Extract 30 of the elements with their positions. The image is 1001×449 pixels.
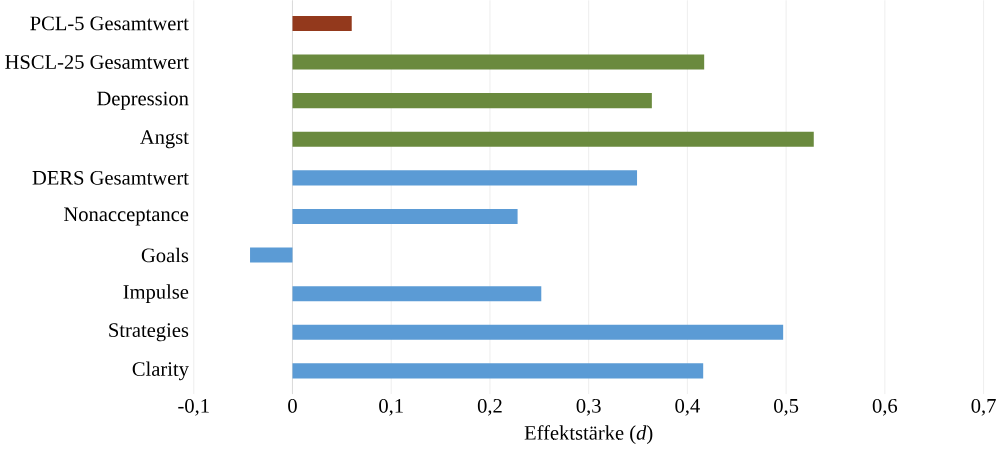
x-tick-label: -0,1: [178, 399, 209, 416]
y-tick-label: Angst: [140, 130, 189, 149]
y-tick-label: PCL-5 Gesamtwert: [30, 16, 189, 31]
x-tick-label: 0,5: [774, 399, 799, 416]
x-tick-label: 0,1: [379, 399, 403, 416]
y-tick-label: Clarity: [132, 361, 189, 381]
y-tick-label: HSCL-25 Gesamtwert: [5, 55, 189, 70]
y-tick-label: Nonacceptance: [64, 207, 189, 226]
bar: [292, 16, 352, 32]
x-tick-label: 0: [288, 399, 297, 413]
y-tick-label: Strategies: [109, 323, 189, 342]
bar: [292, 324, 784, 341]
x-tick-label: 0,6: [872, 399, 898, 416]
bar: [292, 170, 638, 186]
bar: [292, 209, 518, 225]
x-tick-label: 0,3: [576, 399, 601, 416]
y-tick-label: Depression: [97, 91, 189, 110]
bar: [292, 93, 652, 109]
x-tick-label: 0,7: [971, 399, 996, 416]
bar: [292, 286, 542, 302]
y-tick-label: Impulse: [123, 284, 189, 304]
x-tick-label: 0,2: [477, 399, 502, 416]
bar: [292, 54, 705, 70]
bar: [292, 363, 704, 379]
bar: [292, 131, 814, 148]
x-axis-title: Effektstärke (d): [524, 425, 653, 445]
bar: [250, 247, 293, 263]
y-tick-label: Goals: [141, 248, 189, 263]
x-tick-label: 0,4: [675, 399, 700, 416]
y-tick-label: DERS Gesamtwert: [32, 171, 189, 185]
